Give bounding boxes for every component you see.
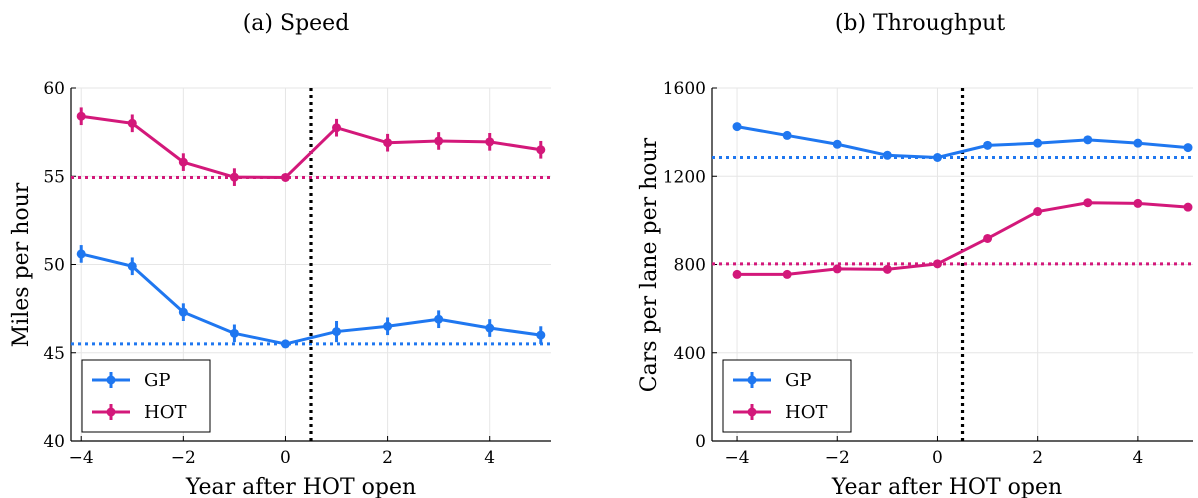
- throughput-hot-data-point: [782, 269, 792, 279]
- speed-hot-data-point: [383, 138, 393, 148]
- throughput-legend-box: [722, 359, 852, 433]
- throughput-panel-x-axis-label: Year after HOT open: [831, 475, 1062, 498]
- speed-gp-series-line: [80, 252, 541, 346]
- throughput-hot-data-point: [1083, 198, 1093, 208]
- speed-hot-data-point: [280, 172, 290, 182]
- speed-gp-data-point: [178, 307, 188, 317]
- throughput-y-tick-label: 400: [674, 344, 706, 364]
- speed-y-tick-label: 55: [43, 167, 65, 187]
- throughput-hot-data-point: [882, 264, 892, 274]
- throughput-hot-data-point: [1183, 202, 1193, 212]
- speed-legend-box: [81, 359, 211, 433]
- speed-panel-y-axis-label: Miles per hour: [9, 182, 34, 347]
- throughput-hot-series-line: [737, 201, 1189, 276]
- speed-gp-data-point: [383, 321, 393, 331]
- speed-y-tick-label: 50: [43, 256, 65, 276]
- throughput-legend: GP HOT: [722, 359, 852, 433]
- speed-y-tick-label: 45: [43, 344, 65, 364]
- speed-gp-data-point: [76, 249, 86, 259]
- throughput-x-tick-label: 4: [1132, 448, 1143, 468]
- speed-gp-data-point: [332, 327, 342, 337]
- speed-x-tick-label: 4: [484, 448, 495, 468]
- throughput-gp-data-point: [983, 140, 993, 150]
- speed-hot-series-line: [81, 114, 542, 179]
- throughput-y-tick-label: 1600: [663, 79, 706, 99]
- speed-panel-title: (a) Speed: [243, 11, 350, 36]
- speed-hot-data-point: [332, 123, 342, 133]
- throughput-gp-data-point: [1183, 143, 1193, 153]
- speed-x-tick-label: 0: [280, 448, 291, 468]
- throughput-x-tick-label: −2: [825, 448, 850, 468]
- throughput-legend-swatch-marker: [747, 375, 757, 385]
- throughput-legend-label-gp: GP: [785, 370, 812, 391]
- speed-hot-data-point: [127, 118, 137, 128]
- throughput-x-tick-label: −4: [725, 448, 750, 468]
- speed-gp-data-point: [127, 261, 137, 271]
- throughput-y-tick-label: 1200: [663, 167, 706, 187]
- speed-x-tick-label: −2: [171, 448, 196, 468]
- speed-hot-data-point: [434, 136, 444, 146]
- throughput-panel-y-axis-label: Cars per lane per hour: [637, 137, 662, 392]
- speed-gp-data-point: [280, 339, 290, 349]
- speed-panel-x-axis-label: Year after HOT open: [185, 475, 416, 498]
- speed-y-tick-label: 40: [43, 432, 65, 452]
- speed-legend-label-gp: GP: [144, 370, 171, 391]
- throughput-y-tick-label: 0: [695, 432, 706, 452]
- throughput-hot-data-point: [1033, 207, 1043, 217]
- speed-x-tick-label: −4: [69, 448, 94, 468]
- throughput-gp-data-point: [1133, 138, 1143, 148]
- throughput-panel: (b) Throughput Year after HOT open Cars …: [637, 11, 1193, 498]
- speed-legend-swatch-marker: [106, 407, 116, 417]
- throughput-gp-data-point: [1033, 138, 1043, 148]
- speed-hot-data-point: [229, 172, 239, 182]
- throughput-gp-data-point: [832, 139, 842, 149]
- throughput-gp-data-point: [1083, 135, 1093, 145]
- speed-hot-data-point: [536, 145, 546, 155]
- throughput-gp-data-point: [732, 122, 742, 132]
- speed-gp-data-point: [536, 330, 546, 340]
- throughput-panel-title: (b) Throughput: [835, 11, 1006, 36]
- speed-gp-data-point: [485, 323, 495, 333]
- throughput-hot-data-point: [983, 233, 993, 243]
- speed-legend-label-hot: HOT: [144, 402, 186, 423]
- throughput-x-tick-label: 0: [932, 448, 943, 468]
- throughput-gp-data-point: [882, 150, 892, 160]
- speed-panel: (a) Speed Year after HOT open Miles per …: [9, 11, 551, 498]
- speed-gp-data-point: [229, 328, 239, 338]
- speed-y-tick-label: 60: [43, 79, 65, 99]
- throughput-gp-series-line: [736, 125, 1189, 159]
- speed-legend: GP HOT: [81, 359, 211, 433]
- speed-x-tick-label: 2: [382, 448, 393, 468]
- speed-gp-data-point: [434, 314, 444, 324]
- throughput-hot-data-point: [932, 259, 942, 269]
- throughput-gp-data-point: [932, 152, 942, 162]
- speed-hot-data-point: [178, 157, 188, 167]
- throughput-y-tick-label: 800: [674, 256, 706, 276]
- throughput-gp-data-point: [782, 130, 792, 140]
- speed-legend-swatch-marker: [106, 375, 116, 385]
- throughput-legend-swatch-marker: [747, 407, 757, 417]
- throughput-hot-data-point: [732, 269, 742, 279]
- throughput-x-tick-label: 2: [1032, 448, 1043, 468]
- speed-hot-data-point: [76, 111, 86, 121]
- throughput-hot-data-point: [1133, 198, 1143, 208]
- throughput-legend-label-hot: HOT: [785, 402, 827, 423]
- throughput-hot-data-point: [832, 264, 842, 274]
- speed-hot-data-point: [485, 137, 495, 147]
